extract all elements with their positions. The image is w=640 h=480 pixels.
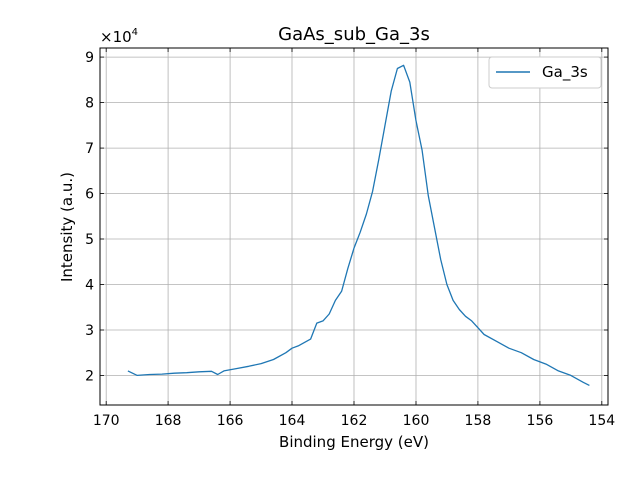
y-tick-label: 2	[85, 368, 94, 384]
x-tick-label: 162	[341, 413, 368, 429]
y-tick-label: 9	[85, 50, 94, 66]
legend: Ga_3s	[488, 56, 602, 89]
x-tick-label: 164	[279, 413, 306, 429]
y-tick-label: 8	[85, 96, 94, 112]
x-tick-label: 158	[465, 413, 492, 429]
x-tick-label: 166	[217, 413, 244, 429]
y-tick-label: 5	[85, 232, 94, 248]
y-tick-label: 4	[85, 278, 94, 294]
chart-title: GaAs_sub_Ga_3s	[278, 24, 430, 45]
y-tick-label: 3	[85, 323, 94, 339]
x-axis-label: Binding Energy (eV)	[279, 433, 429, 451]
x-tick-label: 156	[527, 413, 554, 429]
series-layer	[127, 64, 590, 386]
y-axis-multiplier: ×104	[100, 27, 138, 46]
grid-layer	[100, 48, 608, 405]
legend-label-ga-3s: Ga_3s	[542, 63, 588, 82]
y-axis-label: Intensity (a.u.)	[58, 172, 76, 282]
y-tick-label: 7	[85, 141, 94, 157]
y-tick-label: 6	[85, 187, 94, 203]
y-axis-multiplier-base: ×10	[100, 28, 132, 46]
x-tick-label: 170	[93, 413, 120, 429]
series-line-ga-3s	[127, 64, 590, 386]
tick-layer: 170 168 166 164 162 160 158 156 154 2 3 4 5 6 7 8 9	[85, 48, 615, 429]
x-tick-label: 154	[588, 413, 615, 429]
y-axis-multiplier-exponent: 4	[132, 27, 138, 38]
x-tick-label: 160	[403, 413, 430, 429]
x-tick-label: 168	[155, 413, 182, 429]
legend-box	[488, 56, 602, 89]
